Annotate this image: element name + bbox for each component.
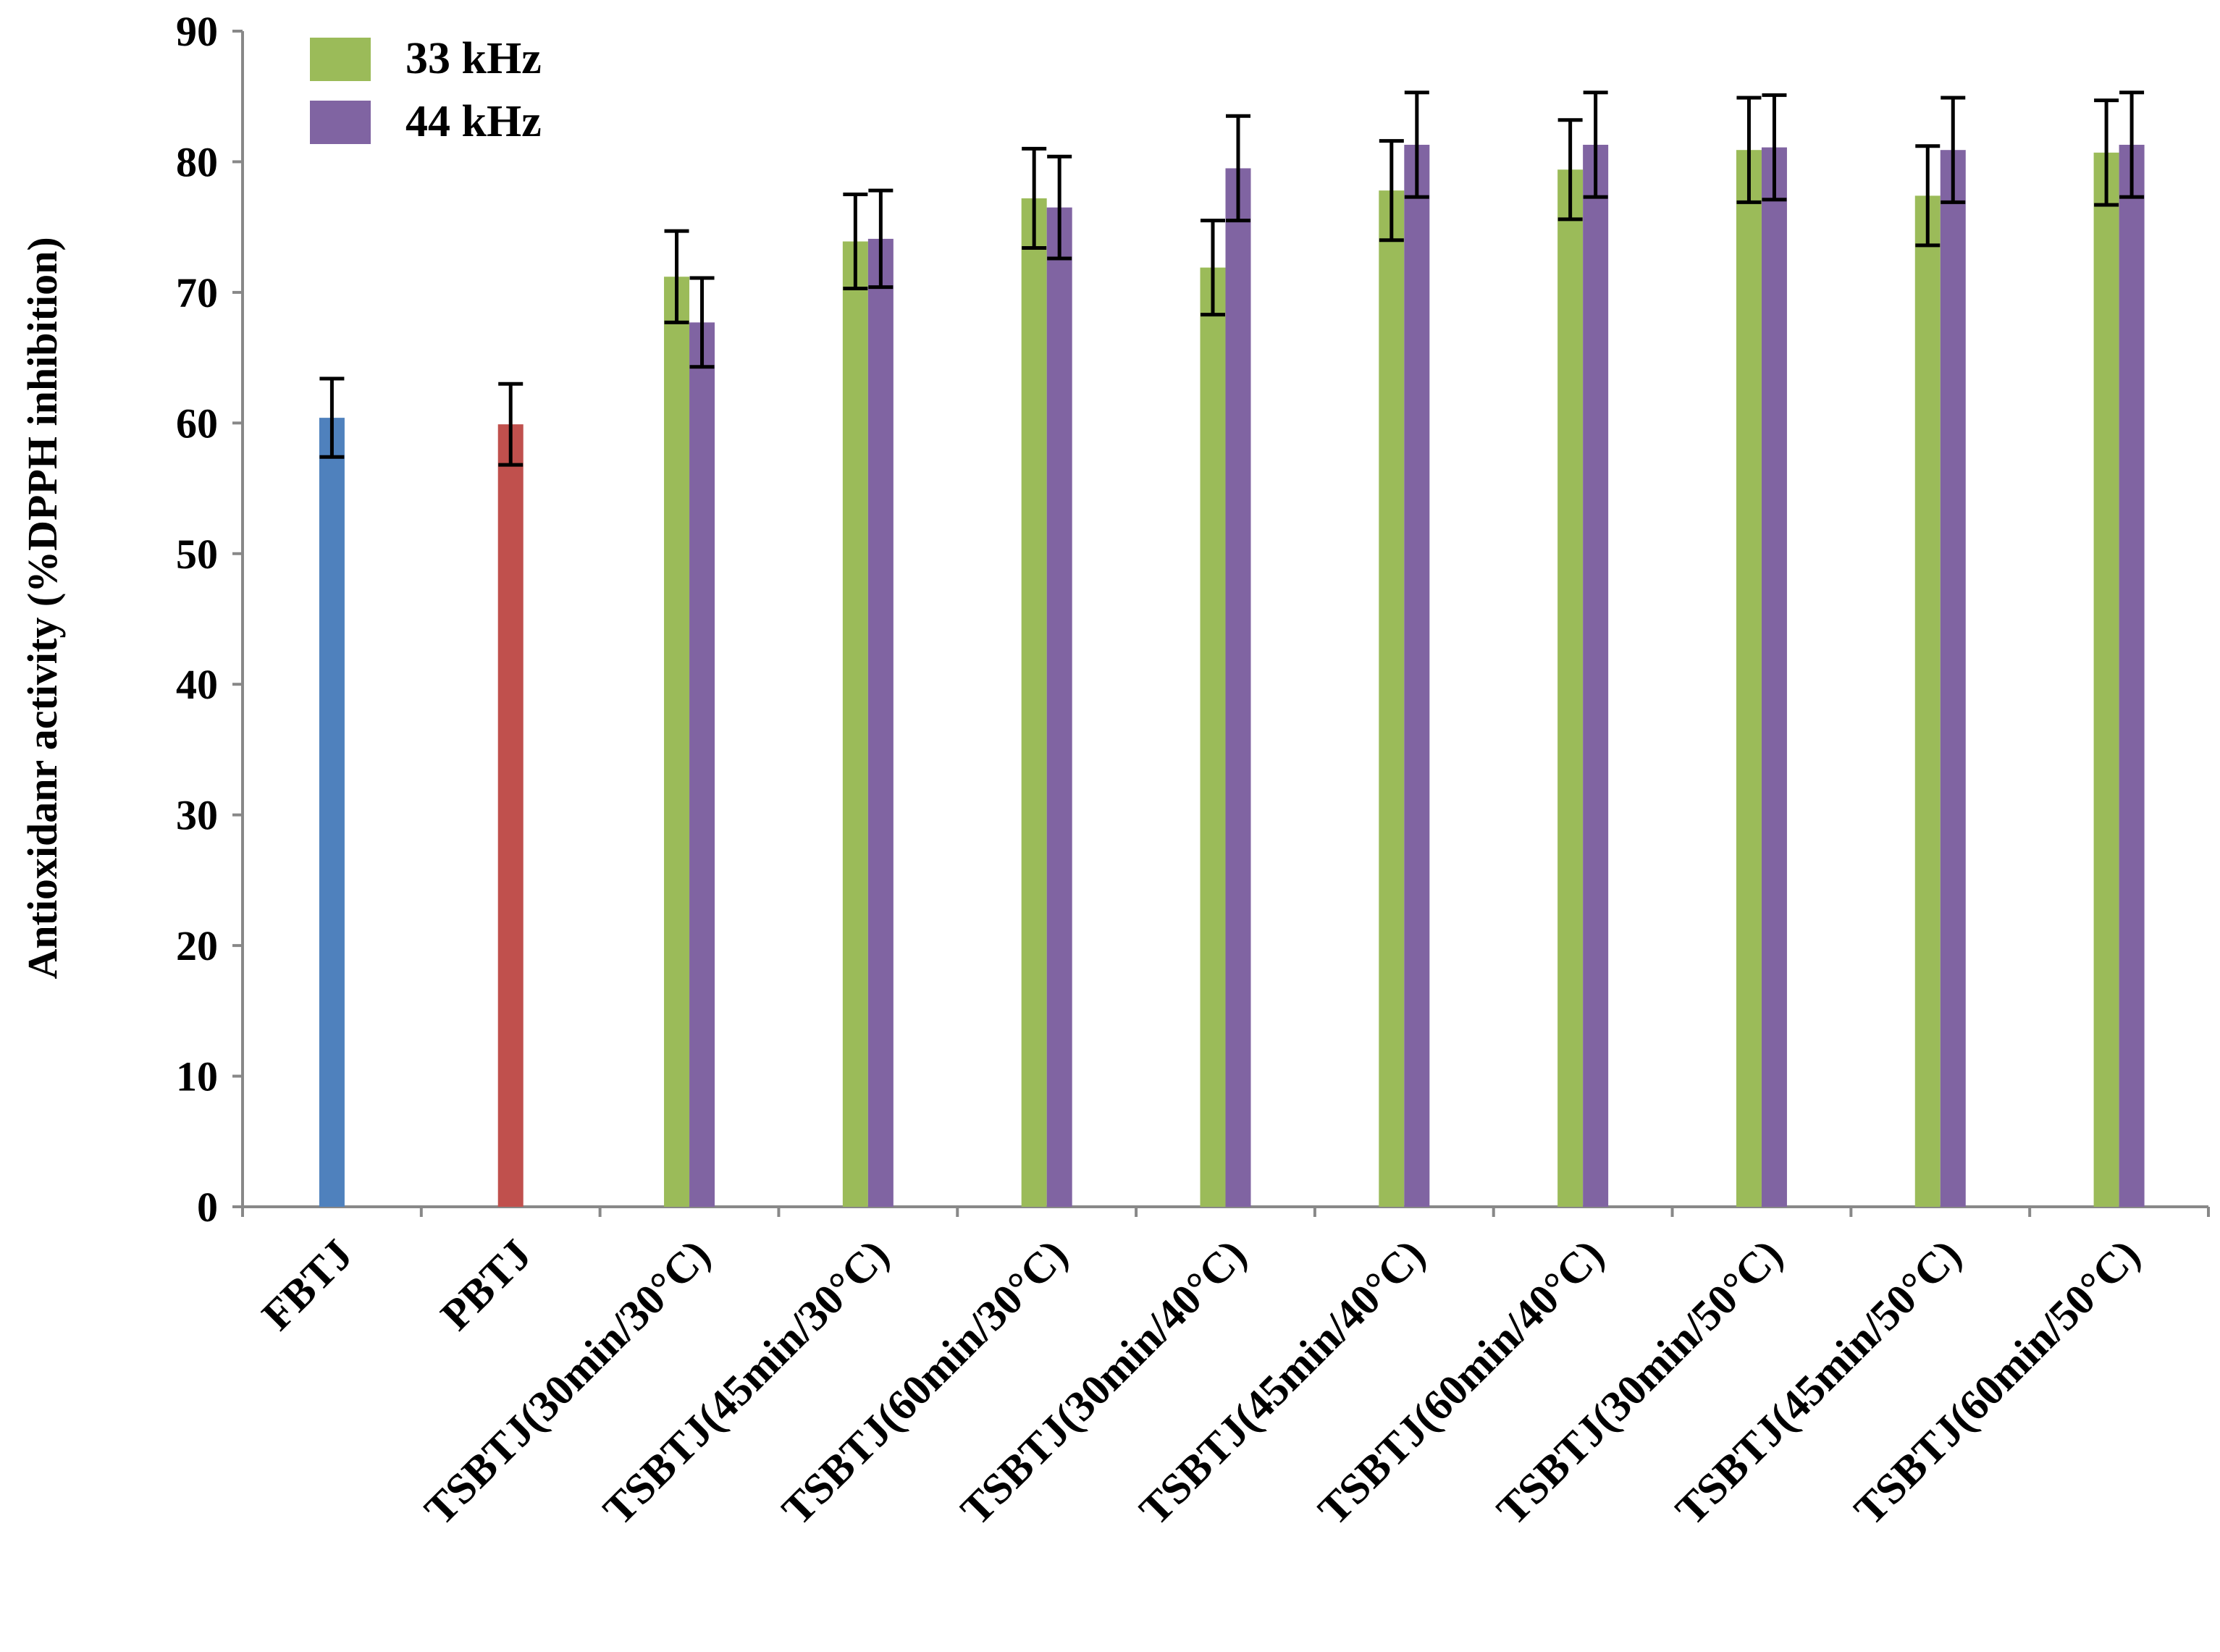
bar-33-khz bbox=[1200, 267, 1226, 1207]
y-tick-label: 90 bbox=[176, 8, 218, 55]
bar-33-khz bbox=[842, 241, 868, 1207]
y-tick-label: 60 bbox=[176, 400, 218, 447]
bar-44-khz bbox=[1225, 168, 1251, 1207]
legend-label: 44 kHz bbox=[405, 97, 542, 146]
y-axis-title: Antioxidanr activity (%DPPH inhibition) bbox=[19, 237, 66, 979]
y-tick-label: 10 bbox=[176, 1053, 218, 1100]
bar-44-khz bbox=[1761, 147, 1787, 1207]
bar-33-khz bbox=[664, 277, 690, 1207]
bar-33-khz bbox=[1021, 198, 1047, 1208]
y-tick-label: 80 bbox=[176, 138, 218, 185]
bar-33-khz bbox=[1557, 169, 1584, 1207]
bar-44-khz bbox=[2119, 144, 2145, 1207]
y-tick-label: 40 bbox=[176, 661, 218, 708]
y-tick-label: 30 bbox=[176, 792, 218, 839]
x-category-label: PBTJ bbox=[432, 1231, 540, 1339]
x-category-label: FBTJ bbox=[253, 1231, 361, 1339]
y-tick-label: 70 bbox=[176, 269, 218, 316]
bar-fbtj bbox=[319, 418, 345, 1208]
bar-33-khz bbox=[1379, 190, 1405, 1207]
y-tick-label: 50 bbox=[176, 531, 218, 578]
legend-swatch bbox=[310, 38, 371, 81]
bar-33-khz bbox=[2093, 152, 2119, 1207]
bar-44-khz bbox=[1046, 207, 1072, 1208]
bar-pbtj bbox=[497, 424, 524, 1208]
y-tick-label: 0 bbox=[197, 1184, 218, 1231]
bar-33-khz bbox=[1914, 195, 1941, 1207]
bar-44-khz bbox=[1940, 150, 1966, 1207]
legend-label: 33 kHz bbox=[405, 34, 542, 83]
bar-33-khz bbox=[1736, 150, 1762, 1207]
legend-swatch bbox=[310, 101, 371, 144]
bar-44-khz bbox=[1583, 144, 1609, 1207]
bar-44-khz bbox=[1404, 144, 1430, 1207]
bar-44-khz bbox=[689, 322, 715, 1207]
bar-44-khz bbox=[867, 238, 894, 1207]
y-tick-label: 20 bbox=[176, 922, 218, 969]
